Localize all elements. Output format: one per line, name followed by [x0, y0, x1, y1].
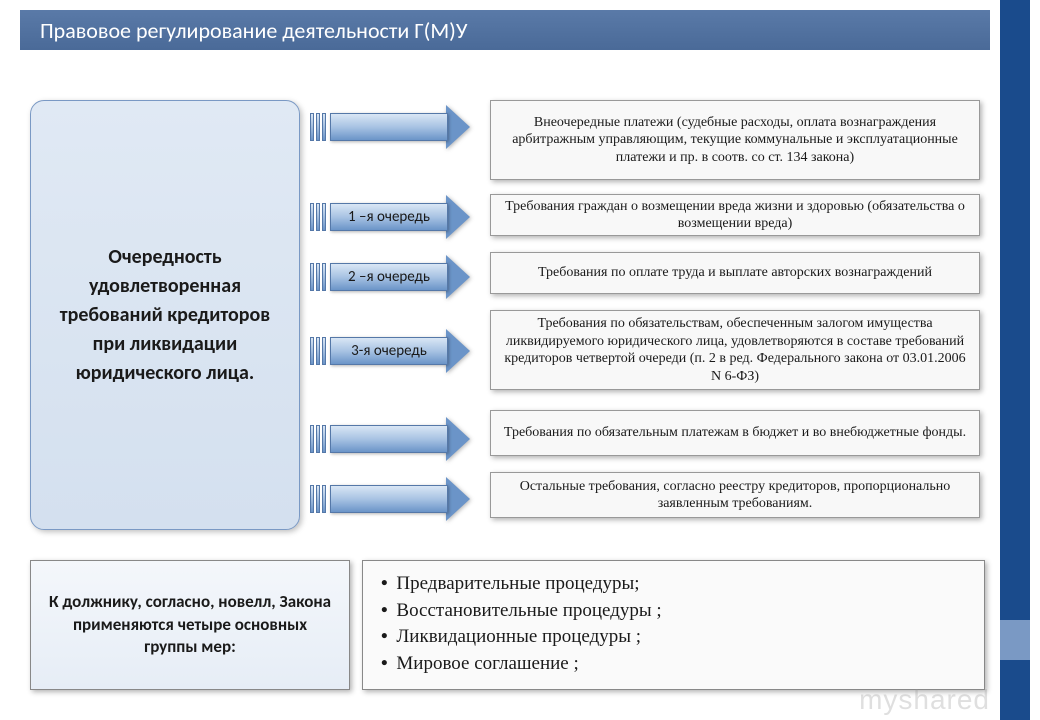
arrow-tail	[310, 485, 330, 513]
desc-box-5: Требования по обязательным платежам в бю…	[490, 410, 980, 456]
measure-item: Ликвидационные процедуры ;	[381, 624, 966, 651]
measure-item: Мировое соглашение ;	[381, 651, 966, 678]
arrow-body	[330, 485, 448, 513]
main-concept-text: Очередность удовлетворенная требований к…	[51, 243, 279, 388]
arrow-body	[330, 425, 448, 453]
arrow-head-icon	[446, 195, 470, 239]
arrow-tail	[310, 425, 330, 453]
arrow-5	[310, 420, 470, 458]
watermark: myshared	[859, 684, 990, 716]
desc-text: Требования граждан о возмещении вреда жи…	[501, 198, 969, 233]
bottom-row: К должнику, согласно, новелл, Закона при…	[30, 560, 985, 690]
desc-box-4: Требования по обязательствам, обеспеченн…	[490, 310, 980, 390]
arrow-6	[310, 480, 470, 518]
bottom-left-box: К должнику, согласно, новелл, Закона при…	[30, 560, 350, 690]
arrow-body	[330, 113, 448, 141]
arrow-head-icon	[446, 255, 470, 299]
arrow-label: 1 –я очередь	[348, 208, 430, 226]
arrow-2: 1 –я очередь	[310, 198, 470, 236]
desc-text: Требования по оплате труда и выплате авт…	[538, 264, 932, 282]
right-decor-stripe	[1000, 0, 1030, 720]
measure-item: Восстановительные процедуры ;	[381, 598, 966, 625]
arrow-label: 2 –я очередь	[348, 268, 430, 286]
page-title: Правовое регулирование деятельности Г(М)…	[40, 17, 467, 44]
arrow-body: 2 –я очередь	[330, 263, 448, 291]
bottom-left-text: К должнику, согласно, новелл, Закона при…	[47, 591, 333, 660]
desc-text: Требования по обязательным платежам в бю…	[504, 424, 966, 442]
arrow-3: 2 –я очередь	[310, 258, 470, 296]
arrow-1	[310, 108, 470, 146]
measure-item: Предварительные процедуры;	[381, 571, 966, 598]
desc-box-3: Требования по оплате труда и выплате авт…	[490, 252, 980, 294]
arrow-tail	[310, 337, 330, 365]
measures-list: Предварительные процедуры;Восстановитель…	[381, 571, 966, 677]
arrow-tail	[310, 113, 330, 141]
bottom-right-box: Предварительные процедуры;Восстановитель…	[362, 560, 985, 690]
desc-box-2: Требования граждан о возмещении вреда жи…	[490, 194, 980, 236]
desc-box-1: Внеочередные платежи (судебные расходы, …	[490, 100, 980, 180]
arrow-body: 1 –я очередь	[330, 203, 448, 231]
page-title-bar: Правовое регулирование деятельности Г(М)…	[20, 10, 990, 50]
desc-text: Требования по обязательствам, обеспеченн…	[501, 315, 969, 385]
arrow-4: 3-я очередь	[310, 332, 470, 370]
arrow-tail	[310, 263, 330, 291]
arrow-head-icon	[446, 105, 470, 149]
arrow-head-icon	[446, 477, 470, 521]
desc-text: Остальные требования, согласно реестру к…	[501, 478, 969, 513]
desc-text: Внеочередные платежи (судебные расходы, …	[501, 114, 969, 167]
arrow-tail	[310, 203, 330, 231]
desc-box-6: Остальные требования, согласно реестру к…	[490, 472, 980, 518]
arrow-body: 3-я очередь	[330, 337, 448, 365]
main-concept-box: Очередность удовлетворенная требований к…	[30, 100, 300, 530]
arrow-head-icon	[446, 417, 470, 461]
arrow-head-icon	[446, 329, 470, 373]
arrow-label: 3-я очередь	[351, 342, 427, 360]
